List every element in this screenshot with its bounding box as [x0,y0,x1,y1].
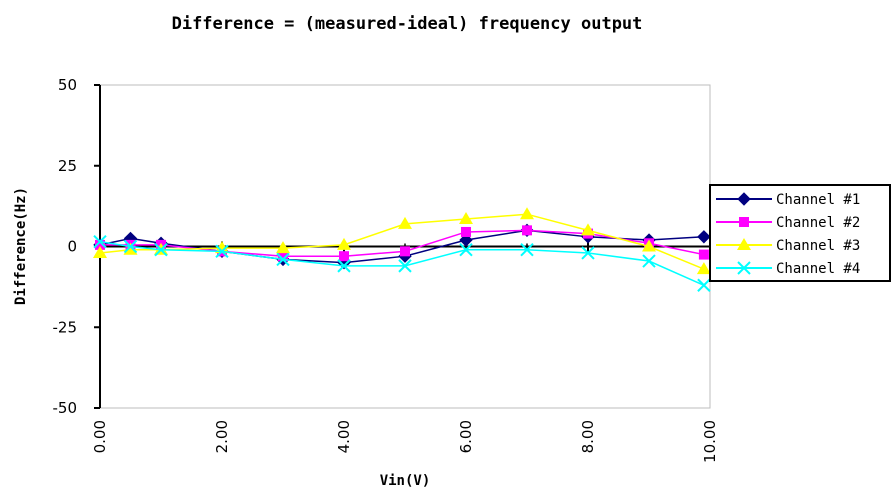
legend-label: Channel #4 [776,261,860,277]
data-point [520,207,534,220]
data-point [459,243,473,257]
legend-item: Channel #4 [716,261,860,277]
legend-label: Channel #2 [776,215,860,231]
data-point [581,246,595,260]
legend-label: Channel #3 [776,238,860,254]
y-tick-label: 0 [67,238,77,256]
data-point [698,249,709,260]
legend-label: Channel #1 [776,192,860,208]
data-point [337,237,351,250]
data-point [398,259,412,273]
data-point [459,212,473,225]
series-line [99,240,705,286]
legend-item: Channel #2 [716,215,860,231]
legend-item: Channel #1 [716,192,860,208]
series-4 [93,234,711,292]
data-point [93,245,107,258]
x-tick-label: 0.00 [91,420,109,453]
x-tick-label: 8.00 [579,420,597,453]
data-point [215,244,229,259]
data-point [95,239,105,250]
data-point [642,239,656,252]
data-point [520,243,534,257]
data-point [697,230,711,244]
x-tick-label: 10.00 [701,420,719,463]
data-point [697,278,711,292]
y-axis-title: Difference(Hz) [13,187,29,305]
x-tick-label: 4.00 [335,420,353,453]
data-point [398,216,412,229]
data-point [278,251,288,262]
data-point [123,239,138,254]
legend-item: Channel #3 [716,238,860,254]
chart-title: Difference = (measured-ideal) frequency … [172,14,643,34]
y-tick-label: 25 [58,157,77,175]
x-tick-label: 6.00 [457,420,475,453]
legend-marker [737,238,751,250]
legend-marker [737,261,751,275]
data-point [581,223,595,236]
data-point [154,243,168,257]
data-point [522,225,532,236]
y-tick-label: 50 [58,76,77,94]
data-point [276,252,290,267]
data-point [339,251,349,262]
data-point [642,254,656,268]
y-axis-ticks: 50 25 0 -25 -50 [53,76,100,417]
data-point [459,233,473,247]
data-point [696,262,711,275]
x-axis-title: Vin(V) [380,473,431,489]
data-point [276,241,290,254]
data-point [123,242,138,255]
data-point [93,234,107,249]
series-layer [93,207,711,292]
data-point [215,241,229,254]
data-point [337,259,351,273]
legend-marker [739,217,749,227]
x-tick-label: 2.00 [213,420,231,453]
y-tick-label: -25 [53,318,78,336]
data-point [400,246,410,257]
data-point [461,226,471,237]
y-tick-label: -50 [53,399,78,417]
legend: Channel #1 Channel #2 Channel #3 Channel #4 [709,184,891,282]
legend-marker [737,192,751,206]
